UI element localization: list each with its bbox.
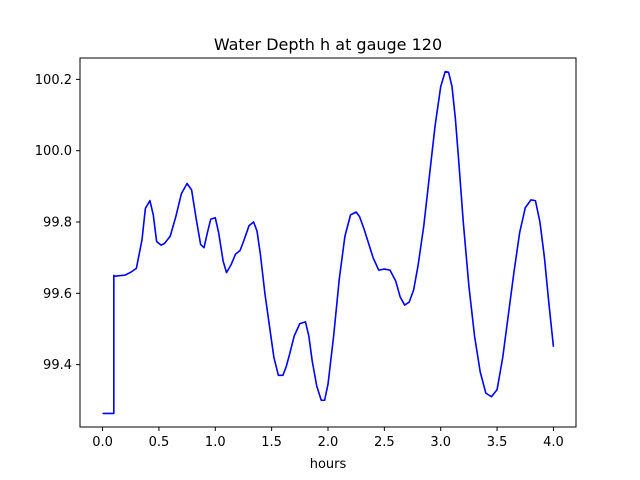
x-tick-label: 2.0 — [318, 435, 339, 450]
x-tick-label: 2.5 — [374, 435, 395, 450]
x-tick-label: 0.5 — [149, 435, 170, 450]
x-tick-label: 0.0 — [92, 435, 113, 450]
y-tick-label: 100.0 — [35, 144, 72, 159]
plot-frame — [79, 57, 577, 428]
y-tick-label: 99.4 — [43, 358, 72, 373]
y-tick-label: 99.6 — [43, 287, 72, 302]
x-axis: 0.0 0.5 1.0 1.5 2.0 2.5 3.0 3.5 4.0 — [92, 427, 564, 450]
x-tick-label: 3.5 — [487, 435, 508, 450]
chart-title: Water Depth h at gauge 120 — [214, 35, 442, 54]
x-tick-label: 1.5 — [261, 435, 282, 450]
x-tick-label: 4.0 — [543, 435, 564, 450]
x-tick-label: 3.0 — [430, 435, 451, 450]
series-line — [102, 70, 555, 415]
x-axis-label: hours — [310, 457, 347, 472]
y-tick-label: 99.8 — [43, 216, 72, 231]
x-tick-label: 1.0 — [205, 435, 226, 450]
plot-area — [102, 70, 555, 415]
y-tick-label: 100.2 — [35, 73, 72, 88]
y-axis: 99.4 99.6 99.8 100.0 100.2 — [35, 73, 80, 373]
